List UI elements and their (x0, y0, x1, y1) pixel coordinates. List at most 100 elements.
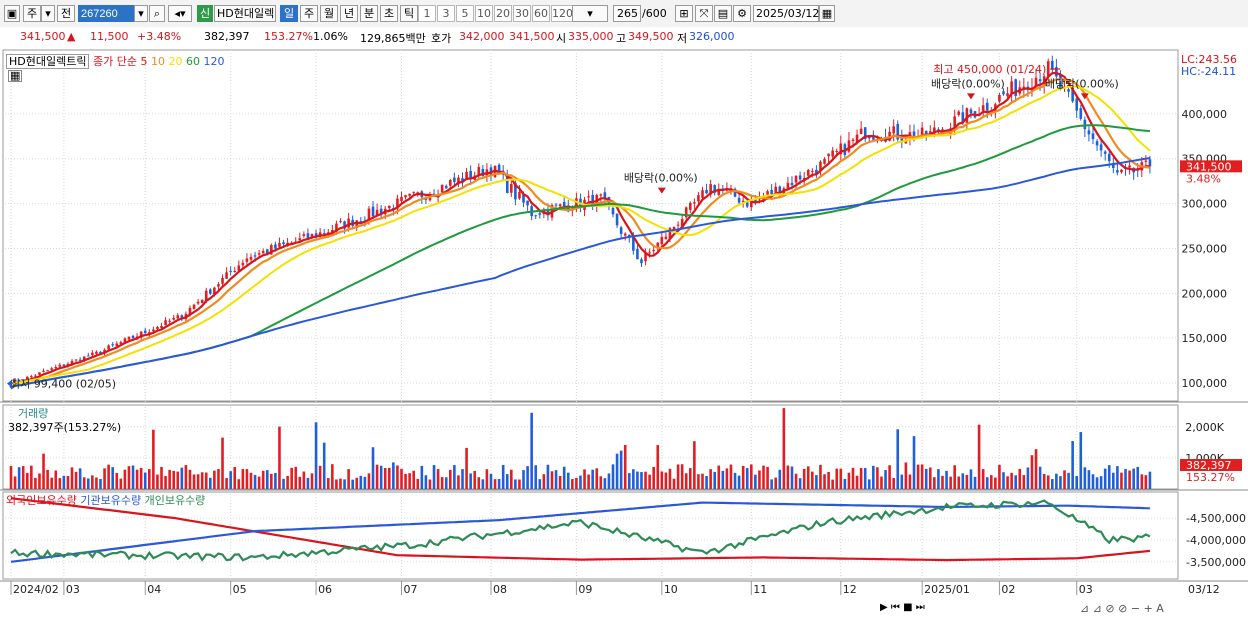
candle-body (518, 191, 521, 199)
font-size-icon[interactable]: A (1156, 602, 1164, 615)
search-icon[interactable]: ⌕ (149, 5, 165, 22)
volume-bar (485, 469, 489, 489)
rewind-icon[interactable]: ⏮ (890, 602, 900, 613)
volume-bar (831, 479, 834, 489)
dividend-arrow-icon (966, 93, 975, 100)
candle-body (371, 206, 375, 217)
change: 11,500 (90, 30, 129, 43)
tab-period-월[interactable]: 월 (320, 5, 338, 22)
speaker-icon[interactable]: ◂▾ (168, 5, 192, 22)
stop-icon[interactable]: ■ (903, 602, 913, 613)
candle-body (676, 224, 680, 226)
price-tag: 341,500 (1186, 160, 1232, 173)
legend-stock-name[interactable]: HD현대일렉트릭 (6, 54, 90, 69)
volume-bar (680, 464, 684, 489)
period-code[interactable]: 주 (23, 5, 41, 22)
candle-body (497, 164, 501, 175)
high: 349,500 (628, 30, 674, 43)
volume-bar (859, 468, 863, 489)
code-dropdown-icon[interactable]: ▾ (134, 5, 148, 22)
tab-interval-120[interactable]: 120 (551, 5, 573, 22)
volume-bar (160, 466, 163, 489)
tab-period-틱[interactable]: 틱 (400, 5, 418, 22)
candle-body (225, 272, 228, 279)
tab-interval-3[interactable]: 3 (437, 5, 455, 22)
volume-bar (721, 470, 725, 489)
tab-period-분[interactable]: 분 (360, 5, 378, 22)
tab-period-년[interactable]: 년 (340, 5, 358, 22)
candle-body (1091, 133, 1095, 140)
candle-body (896, 124, 900, 140)
axes: 2024/02 03 04 05 06 07 08 09 10 11 12 2025/01 02 03 03… (0, 108, 1248, 596)
tab-interval-60[interactable]: 60 (532, 5, 550, 22)
candle-body (387, 205, 391, 209)
volume: 382,397 (204, 30, 250, 43)
zoom-in-icon[interactable]: + (1143, 602, 1153, 615)
interval-select[interactable]: ▾ (572, 5, 608, 22)
volume-bar (265, 470, 269, 489)
chart-tools-icon[interactable]: ⊞ (675, 5, 693, 22)
candle-body (70, 360, 74, 365)
view-count[interactable]: 265 (613, 5, 641, 22)
candle-body (217, 284, 220, 287)
candle-body (668, 228, 672, 239)
max-note: 최고 450,000 (01/24) (933, 63, 1046, 76)
save-icon[interactable]: ▤ (714, 5, 732, 22)
calendar-icon[interactable]: ▦ (819, 5, 835, 22)
candle-body (827, 153, 830, 157)
candle-body (1006, 93, 1009, 97)
draw-icon[interactable]: ⤧ (695, 5, 713, 22)
volume-bar (233, 467, 237, 489)
chevron-down-icon[interactable]: ▾ (41, 5, 55, 22)
volume-bar (286, 475, 289, 489)
volume-bar (290, 467, 293, 489)
volume-bar (1034, 449, 1038, 489)
forward-icon[interactable]: ⏭ (915, 602, 925, 613)
holding-line-0 (10, 497, 1151, 562)
tab-interval-30[interactable]: 30 (513, 5, 531, 22)
volume-bar (640, 472, 643, 489)
volume-bar (54, 470, 58, 489)
view-total: /600 (642, 7, 667, 20)
zoom-out-icon[interactable]: − (1130, 602, 1141, 615)
tab-period-초[interactable]: 초 (380, 5, 398, 22)
holding-tick-0: -3,500,000 (1186, 556, 1246, 569)
volume-bar (1132, 468, 1135, 489)
candle-body (957, 111, 961, 115)
tab-period-주[interactable]: 주 (300, 5, 318, 22)
candle-body (619, 227, 623, 234)
candle-body (38, 372, 41, 375)
scroll-right-icon[interactable]: ▶ (880, 602, 888, 613)
tab-interval-1[interactable]: 1 (418, 5, 436, 22)
candle-body (664, 236, 668, 240)
candle-body (270, 245, 273, 255)
volume-bar (428, 479, 432, 489)
volume-bar (615, 453, 619, 489)
candle-body (1014, 79, 1018, 96)
table-icon[interactable]: ▦ (8, 69, 23, 82)
tab-interval-20[interactable]: 20 (494, 5, 512, 22)
candle-body (733, 188, 737, 197)
window-icon[interactable]: ▣ (4, 5, 20, 22)
volume-bar (343, 479, 346, 489)
tab-interval-10[interactable]: 10 (475, 5, 493, 22)
candle-body (1144, 160, 1148, 162)
volume-bar (941, 475, 944, 489)
volume-bar (156, 474, 159, 489)
volume-title: 거래량 (18, 407, 49, 420)
volume-bar (180, 467, 184, 489)
candle-body (66, 363, 70, 366)
stock-code-input[interactable] (78, 5, 134, 22)
gear-icon[interactable]: ⚙ (733, 5, 751, 22)
date-input[interactable]: 2025/03/12 (753, 5, 819, 22)
tab-period-일[interactable]: 일 (280, 5, 298, 22)
candle-body (672, 226, 676, 230)
prev-button[interactable]: 전 (57, 5, 75, 22)
volume-bar (619, 450, 623, 489)
volume-bar (546, 464, 550, 489)
zoom-tools-icon[interactable]: ⊿ ⊿ ⊘ ⊘ (1080, 602, 1128, 615)
volume-bar (863, 467, 867, 489)
stock-chart[interactable]: 2024/02 03 04 05 06 07 08 09 10 11 12 2025/01 02 03 03… (0, 48, 1248, 621)
volume-bar (717, 465, 721, 489)
tab-interval-5[interactable]: 5 (456, 5, 474, 22)
